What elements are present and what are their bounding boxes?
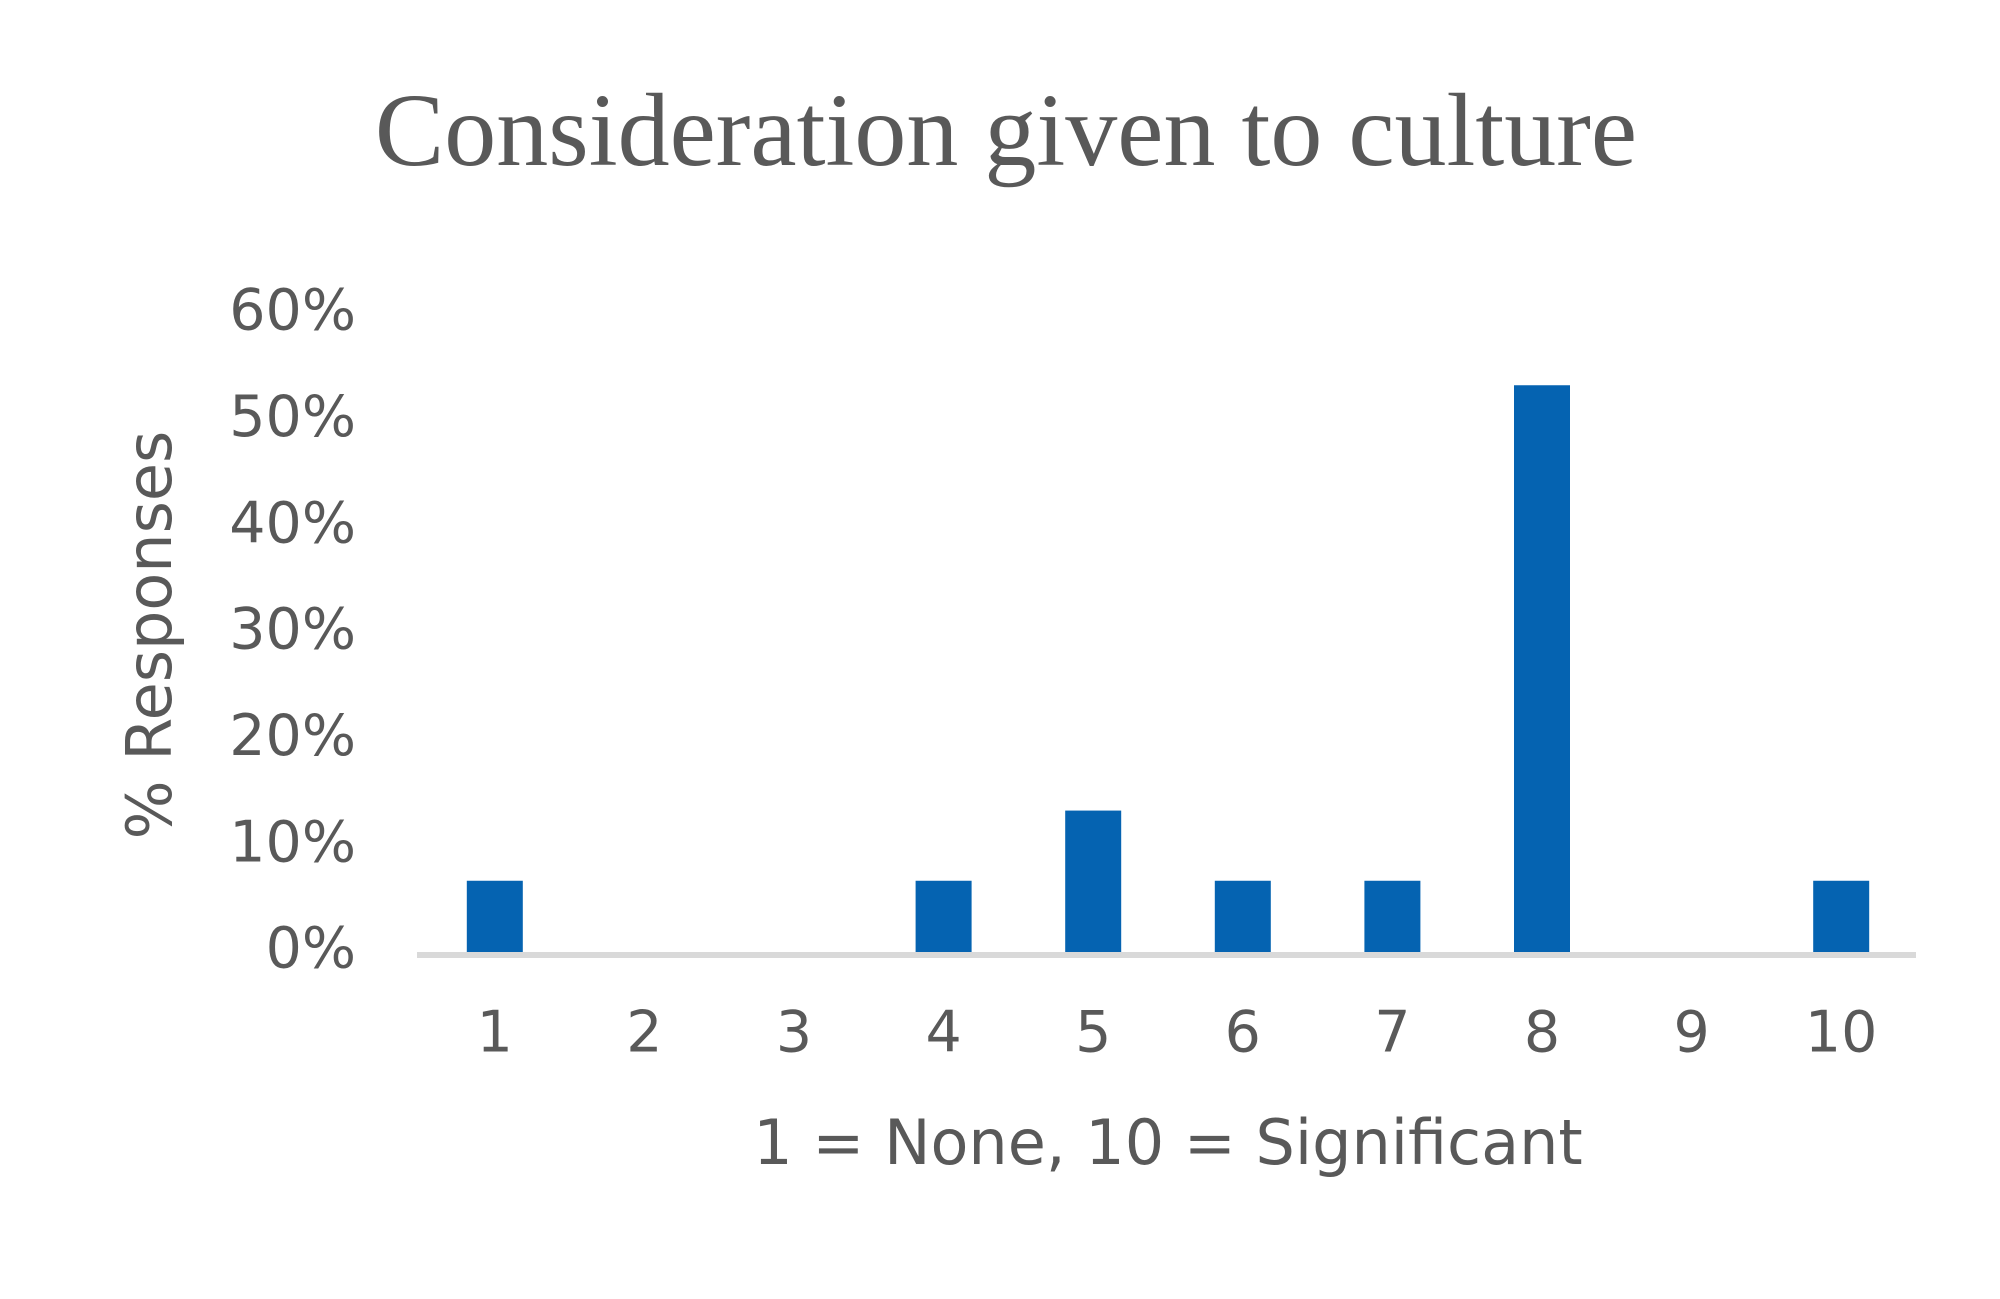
bar <box>1813 880 1870 952</box>
bar <box>1514 385 1570 952</box>
x-tick-label: 10 <box>1805 1000 1878 1066</box>
bar <box>915 880 972 952</box>
bar <box>1364 880 1421 952</box>
x-tick-label: 4 <box>925 1000 961 1066</box>
x-tick-label: 9 <box>1673 1000 1709 1066</box>
x-tick-label: 5 <box>1075 1000 1111 1066</box>
y-tick-label: 0% <box>266 916 356 982</box>
y-tick-label: 10% <box>229 809 356 875</box>
x-tick-label: 7 <box>1374 1000 1410 1066</box>
bar <box>466 880 523 952</box>
y-tick-label: 20% <box>229 703 356 769</box>
x-tick-label: 2 <box>626 1000 662 1066</box>
x-tick-label: 8 <box>1524 1000 1560 1066</box>
x-tick-label: 3 <box>776 1000 812 1066</box>
chart-title: Consideration given to culture <box>375 73 1637 188</box>
bar <box>1065 810 1122 952</box>
y-tick-label: 50% <box>229 384 356 450</box>
y-tick-label: 30% <box>229 597 356 663</box>
x-tick-label: 6 <box>1225 1000 1261 1066</box>
y-axis-label: % Responses <box>113 431 186 840</box>
y-tick-label: 60% <box>229 278 356 344</box>
x-tick-label: 1 <box>477 1000 513 1066</box>
y-tick-label: 40% <box>229 490 356 556</box>
x-axis-label: 1 = None, 10 = Significant <box>753 1106 1582 1179</box>
bar <box>1214 880 1271 952</box>
